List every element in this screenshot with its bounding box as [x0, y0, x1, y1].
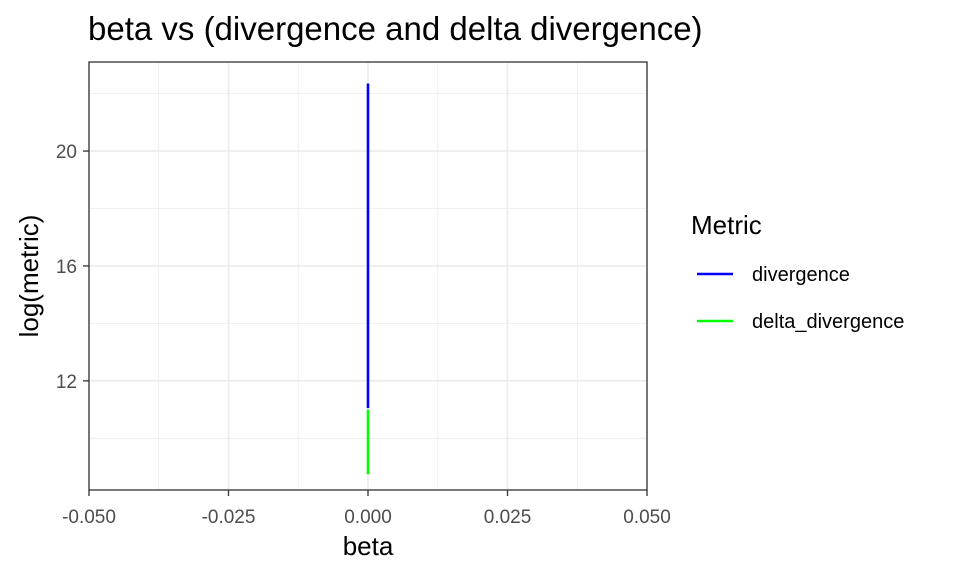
x-tick-label: -0.025	[202, 507, 256, 528]
x-tick-label: 0.025	[484, 507, 532, 528]
y-tick-label: 12	[56, 372, 77, 393]
legend-title: Metric	[691, 210, 762, 240]
legend-label: delta_divergence	[752, 311, 904, 333]
x-tick-label: 0.000	[344, 507, 392, 528]
plot-panel	[88, 61, 648, 491]
y-tick-label: 20	[56, 142, 77, 163]
legend: Metric divergence delta_divergence	[691, 210, 904, 333]
y-tick-label: 16	[56, 257, 77, 278]
x-axis-title: beta	[343, 531, 394, 561]
legend-label: divergence	[752, 264, 850, 286]
x-tick-label: 0.050	[623, 507, 671, 528]
chart-title: beta vs (divergence and delta divergence…	[88, 10, 703, 47]
x-tick-label: -0.050	[62, 507, 116, 528]
y-axis: 12 16 20	[56, 142, 89, 393]
y-axis-title: log(metric)	[14, 215, 44, 338]
x-axis: -0.050 -0.025 0.000 0.025 0.050	[62, 490, 671, 528]
